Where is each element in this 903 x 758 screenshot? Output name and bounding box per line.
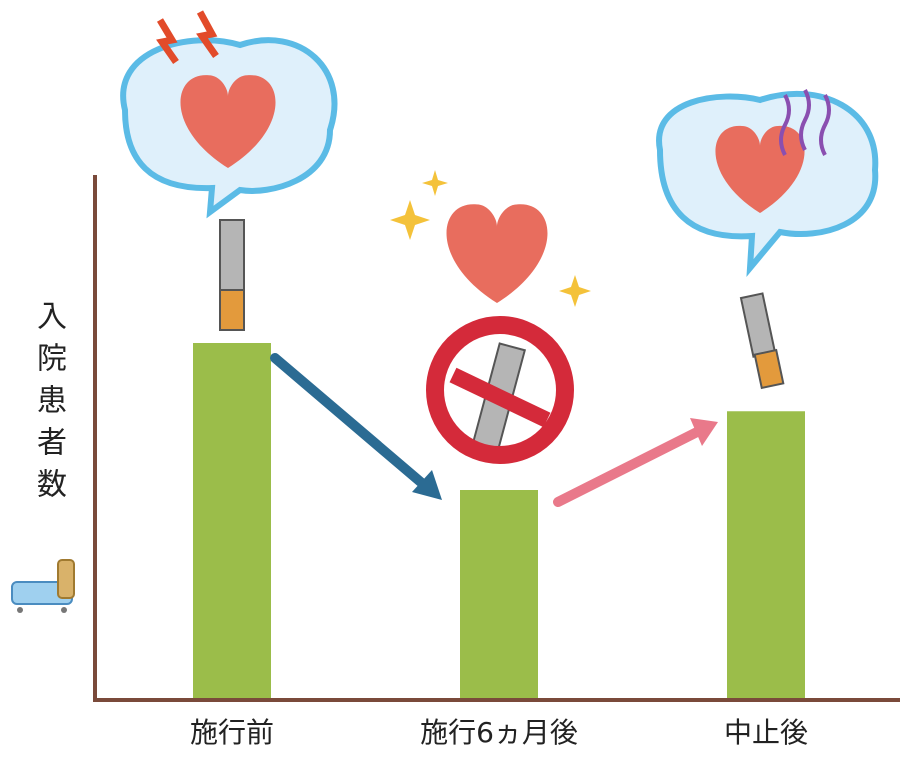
cigarette-filter: [753, 348, 785, 390]
x-tick-label: 中止後: [724, 716, 808, 749]
anger-mark: [156, 18, 179, 65]
arrow-head: [690, 418, 718, 446]
angry-heart-bubble: [120, 10, 338, 219]
no-smoking-sign: [426, 316, 574, 464]
arrow-shaft: [270, 353, 435, 495]
sparkle: [390, 200, 430, 240]
sparkle: [559, 275, 591, 307]
cigarette-character: [219, 219, 245, 331]
anger-mark: [196, 10, 219, 59]
bed-head: [57, 559, 75, 599]
sick-lines: [779, 89, 831, 156]
bed-wheel: [61, 607, 67, 613]
x-tick-label: 施行6ヵ月後: [420, 716, 578, 749]
sparkle: [422, 170, 448, 196]
x-tick-label: 施行前: [190, 716, 274, 749]
bar: [460, 490, 538, 700]
bed-icon: [11, 559, 75, 613]
sign-ring: [426, 316, 574, 464]
bar: [193, 343, 271, 700]
cigarette-body: [739, 292, 777, 358]
bed-wheel: [17, 607, 23, 613]
up-arrow: [553, 418, 718, 507]
happy-heart: [390, 170, 591, 307]
heart: [180, 75, 276, 168]
bar: [727, 411, 805, 700]
running-cigarette: [739, 292, 785, 390]
heart: [446, 204, 548, 303]
arrow-head: [412, 470, 442, 500]
cigarette-body: [219, 219, 245, 291]
arrow-shaft: [553, 423, 710, 507]
cigarette-filter: [219, 289, 245, 331]
y-axis-label: 入院患者数: [31, 300, 66, 510]
sick-heart-bubble: [656, 89, 879, 277]
sign-slash: [449, 367, 551, 428]
down-arrow: [270, 353, 442, 500]
